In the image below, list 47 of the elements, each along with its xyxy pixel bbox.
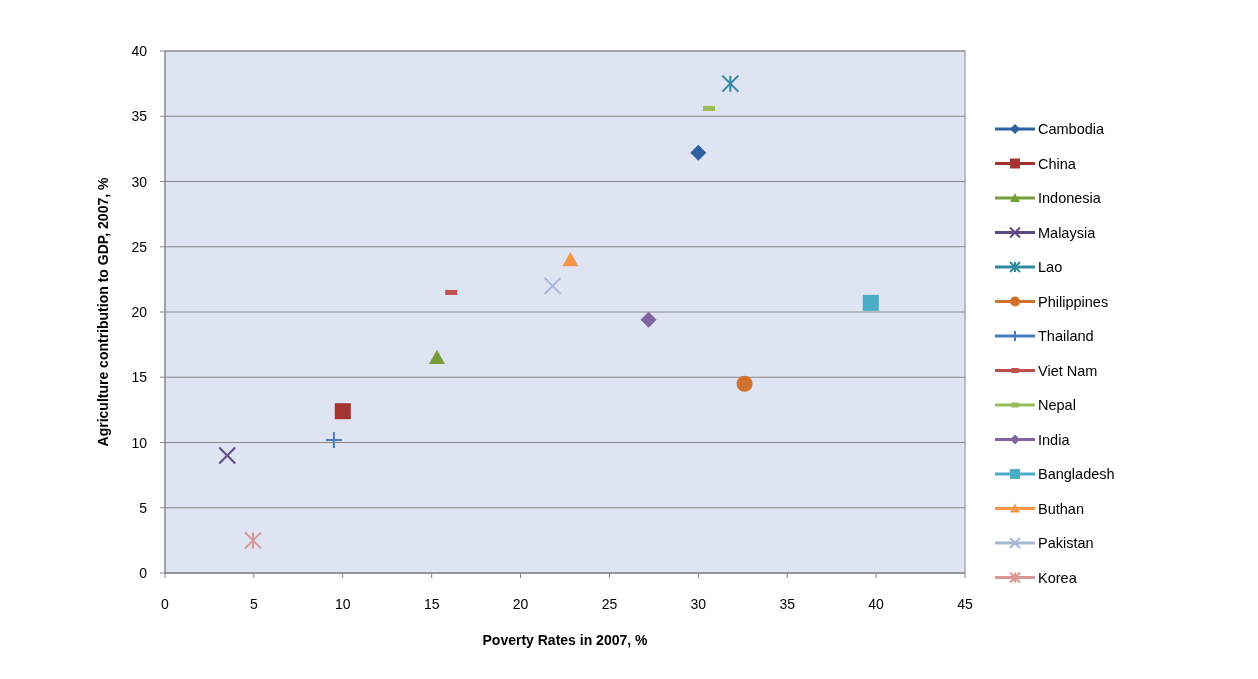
legend-label: Lao [1038,259,1063,275]
legend-label: Philippines [1038,293,1109,310]
point [543,276,562,295]
point [640,311,657,328]
y-tick-label: 10 [131,434,148,451]
x-tick-label: 30 [690,596,707,612]
legend-label: Buthan [1038,500,1084,517]
legend-label: Malaysia [1038,224,1097,241]
point [324,430,343,449]
point [862,294,879,311]
x-tick-label: 10 [334,596,351,612]
y-tick-label: 20 [131,304,148,320]
x-tick-label: 40 [868,596,885,612]
legend-label: Cambodia [1038,121,1106,137]
x-tick-label: 0 [161,596,170,612]
y-tick-label: 25 [131,238,148,255]
x-tick-label: 35 [779,596,796,612]
point [736,375,753,392]
y-tick-label: 0 [139,565,148,581]
legend-label: Nepal [1038,397,1076,413]
legend-label: Korea [1038,569,1078,586]
legend-label: China [1038,155,1077,172]
y-axis-title: Agriculture contribution to GDP, 2007, % [95,177,111,447]
point [218,446,237,465]
x-axis-title: Poverty Rates in 2007, % [482,632,649,648]
y-tick-label: 40 [131,43,148,59]
x-tick-label: 15 [423,596,440,612]
x-tick-label: 25 [601,596,618,612]
y-tick-label: 15 [131,369,148,386]
point [244,531,262,550]
point [690,144,707,161]
y-tick-label: 35 [131,108,148,125]
x-tick-label: 20 [512,596,529,612]
y-tick-label: 5 [139,499,148,516]
legend-label: Thailand [1038,328,1094,344]
x-tick-label: 45 [957,596,973,612]
legend-label: Bangladesh [1038,466,1115,482]
y-tick-label: 30 [131,173,148,190]
x-tick-label: 5 [249,596,258,612]
point [721,74,740,93]
point [429,349,445,365]
legend-label: Indonesia [1038,190,1102,206]
point [562,251,579,267]
legend-label: Pakistan [1038,535,1094,551]
legend-label: India [1038,431,1071,448]
legend-label: Viet Nam [1038,362,1098,379]
point [334,403,351,420]
